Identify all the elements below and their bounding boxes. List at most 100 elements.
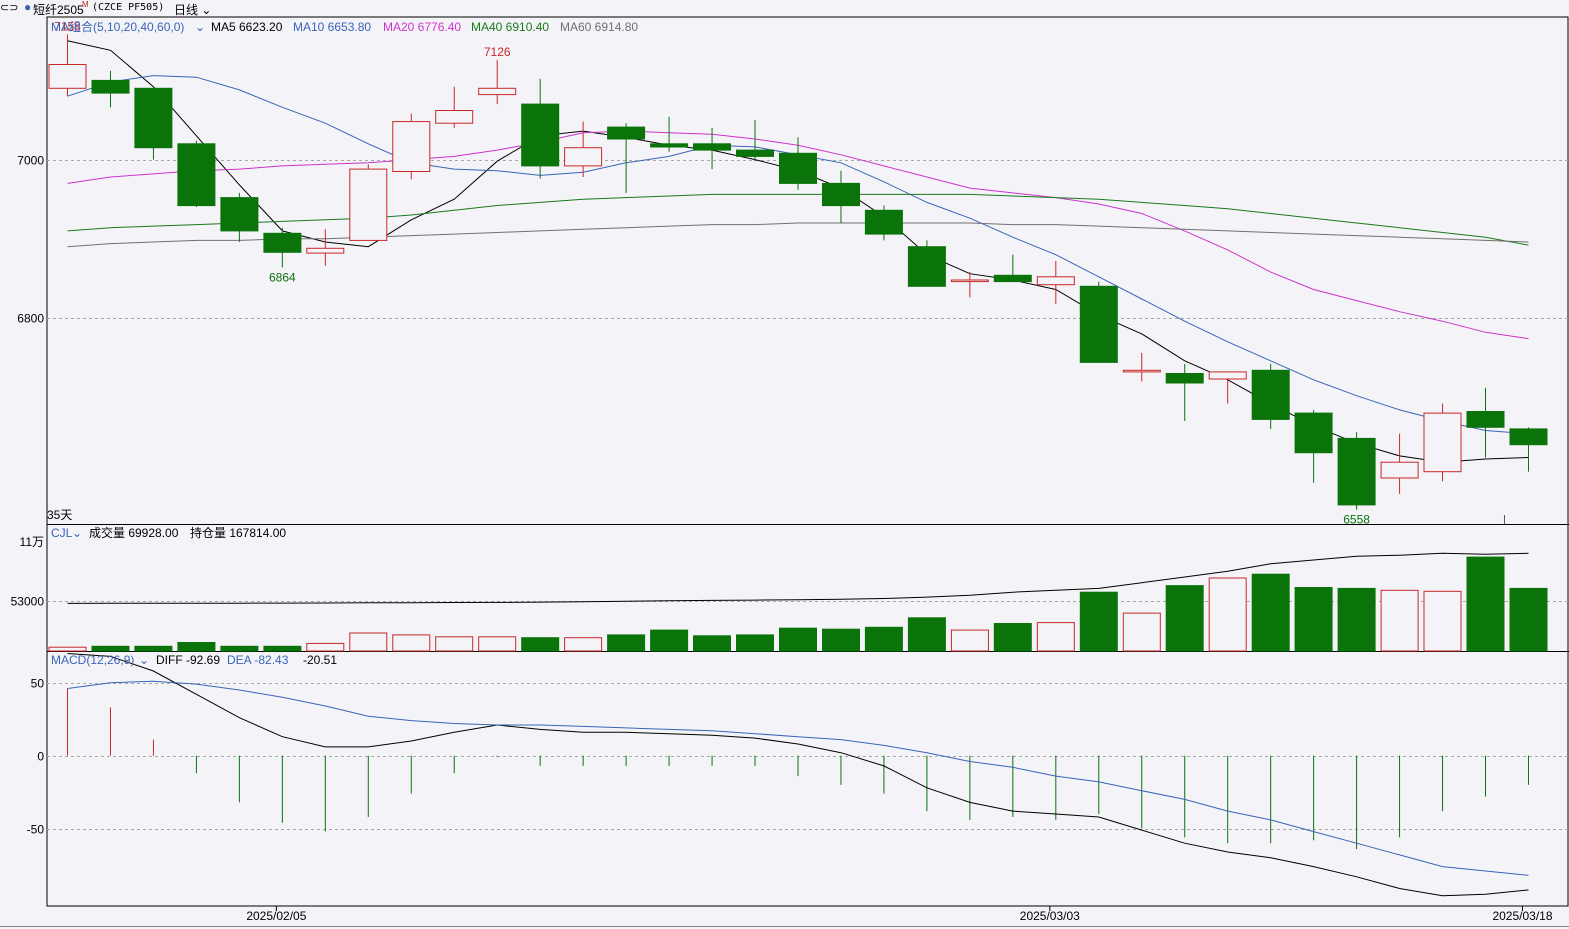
volume-bar[interactable] [779, 627, 817, 652]
candle[interactable] [220, 192, 259, 242]
candle[interactable] [306, 229, 345, 266]
candle[interactable] [134, 87, 173, 160]
volume-bar[interactable] [564, 637, 603, 652]
candle[interactable] [392, 113, 431, 180]
candle[interactable] [48, 34, 87, 97]
symbol-name[interactable]: 短纤2505 [33, 3, 84, 17]
candle[interactable] [607, 123, 646, 193]
volume-bar[interactable] [1208, 577, 1247, 652]
volume-bar[interactable] [993, 623, 1032, 652]
candle[interactable] [822, 170, 860, 223]
candle[interactable] [1165, 363, 1204, 422]
volume-bar[interactable] [177, 642, 216, 652]
candle[interactable] [693, 127, 731, 170]
volume-bar[interactable] [650, 629, 689, 652]
volume-bar[interactable] [220, 645, 259, 652]
candle[interactable] [1251, 363, 1290, 429]
candle-body [693, 143, 731, 151]
candle[interactable] [864, 205, 903, 241]
volume-bar[interactable] [478, 636, 517, 652]
chevron-down-icon: ⌄ [195, 20, 205, 34]
volume-bar[interactable] [134, 645, 173, 652]
candle[interactable] [1466, 387, 1505, 458]
volume-bar[interactable] [1122, 612, 1161, 652]
candle[interactable] [263, 227, 302, 268]
open-interest-label: 持仓量 167814.00 [190, 525, 286, 540]
price-extreme-label: 7158 [54, 19, 81, 33]
chart-frame [46, 16, 1569, 907]
volume-bar[interactable] [1079, 591, 1118, 652]
volume-bar[interactable] [1251, 573, 1290, 652]
candle[interactable] [1509, 427, 1548, 472]
macd-pane: 50 0 -50 [27, 653, 1569, 897]
candle-body [220, 197, 259, 232]
volume-bar[interactable] [1165, 585, 1204, 652]
candle[interactable] [349, 164, 388, 241]
candle-body [1208, 371, 1247, 380]
link-icon[interactable]: ⊂⊃ [0, 2, 19, 14]
volume-bar[interactable] [864, 626, 903, 652]
exchange-code: (CZCE PF505) [92, 2, 165, 13]
macd-value-label: -20.51 [303, 653, 337, 667]
volume-bar[interactable] [392, 634, 431, 652]
candle[interactable] [435, 86, 474, 128]
volume-bar[interactable] [950, 629, 989, 652]
candle[interactable] [177, 140, 216, 208]
ma-legend-item: MA40 6910.40 [471, 20, 549, 34]
candle[interactable] [1122, 352, 1161, 382]
candle[interactable] [736, 119, 774, 162]
volume-legend[interactable]: CJL ⌄ 成交量 69928.00 持仓量 167814.00 [51, 525, 286, 540]
candle[interactable] [521, 78, 560, 179]
candle[interactable] [1294, 409, 1333, 483]
price-tick-label: 7000 [17, 154, 44, 168]
volume-bar[interactable] [48, 646, 87, 652]
volume-bar[interactable] [1294, 587, 1333, 652]
volume-bar[interactable] [907, 617, 946, 652]
candle[interactable] [950, 272, 989, 298]
volume-bar[interactable] [607, 634, 646, 652]
volume-bar[interactable] [349, 632, 388, 652]
volume-bar[interactable] [91, 645, 130, 652]
status-dot-icon: ● [24, 0, 32, 14]
candle[interactable] [1380, 433, 1419, 494]
open-interest-line [67, 552, 1529, 604]
candle-body [1251, 369, 1290, 420]
volume-bar[interactable] [1337, 587, 1376, 652]
volume-bar[interactable] [693, 635, 731, 652]
bar-count-label: 35天 [47, 508, 72, 522]
volume-bar[interactable] [1423, 590, 1462, 652]
volume-bar[interactable] [521, 637, 560, 652]
volume-bar[interactable] [822, 628, 860, 652]
volume-bar[interactable] [435, 636, 474, 652]
period-selector[interactable]: 日线 ⌄ [174, 1, 211, 18]
chevron-down-icon: ⌄ [139, 653, 149, 667]
candle[interactable] [1423, 403, 1462, 482]
candle[interactable] [1079, 281, 1118, 363]
candle[interactable] [993, 254, 1032, 283]
ma-legend[interactable]: MA组合(5,10,20,40,60,0) ⌄ MA5 6623.20 MA10 66… [51, 19, 638, 34]
candle[interactable] [907, 240, 946, 287]
candle-body [907, 246, 946, 287]
volume-bar[interactable] [263, 645, 302, 652]
candle-body [822, 182, 860, 207]
chevron-down-icon: ⌄ [72, 526, 82, 540]
volume-bar[interactable] [1380, 589, 1419, 652]
chevron-down-icon: ⌄ [198, 3, 212, 17]
price-tick-label: 6800 [17, 312, 44, 326]
volume-bar[interactable] [736, 634, 774, 652]
candle[interactable] [1036, 260, 1075, 304]
macd-legend[interactable]: MACD(12,26,9) ⌄ DIFF -92.69 DEA -82.43 -20.5… [51, 653, 337, 667]
candle[interactable] [478, 59, 517, 105]
volume-bar[interactable] [306, 642, 345, 652]
volume-bar[interactable] [1509, 587, 1548, 652]
volume-bar[interactable] [1466, 556, 1505, 652]
candle[interactable] [91, 70, 130, 108]
candle[interactable] [564, 121, 603, 178]
candle[interactable] [779, 137, 817, 190]
candle[interactable] [650, 116, 689, 152]
volume-bar[interactable] [1036, 622, 1075, 652]
candle[interactable] [1208, 371, 1247, 404]
diff-label: DIFF -92.69 [156, 653, 220, 667]
candle[interactable] [1337, 432, 1376, 510]
